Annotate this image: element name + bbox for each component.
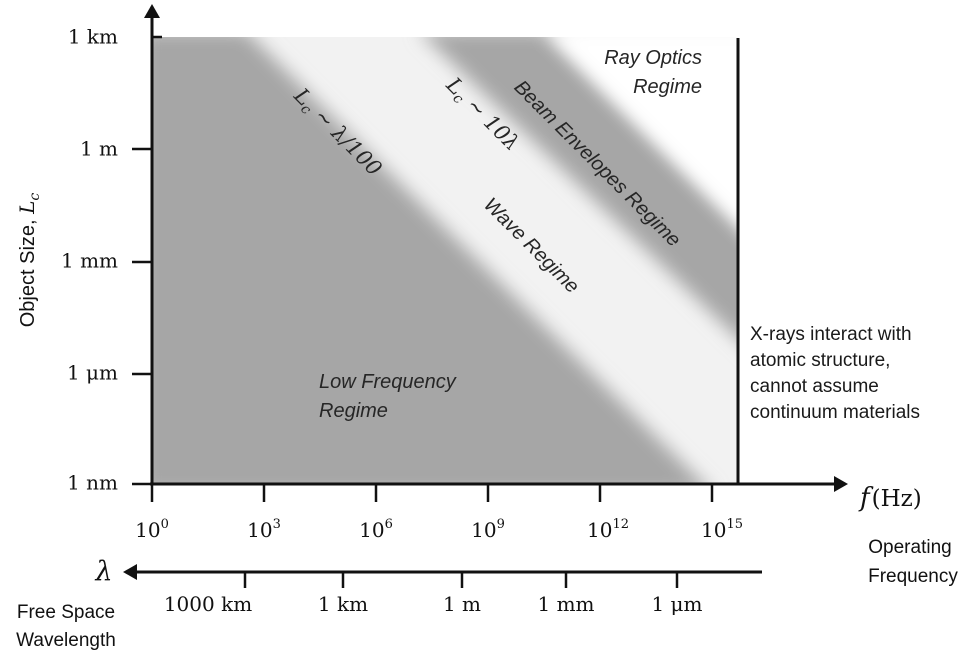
regime-bands <box>152 37 738 483</box>
wavelength-tick-label: 1 m <box>443 592 481 616</box>
wavelength-tick-label: 1 mm <box>537 592 594 616</box>
x-ticks <box>150 484 714 502</box>
x-tick-label: 109 <box>471 517 505 542</box>
xray-note-line: X-rays interact with <box>750 324 912 345</box>
y-tick-label: 1 mm <box>61 249 118 273</box>
y-ticks <box>132 35 162 486</box>
low-frequency-label-line2: Regime <box>319 400 388 422</box>
ray-optics-region-fill <box>552 37 738 223</box>
wavelength-symbol: λ <box>94 556 112 587</box>
x-axis-title: f(Hz) <box>858 483 922 513</box>
wavelength-tick-labels: 1000 km 1 km 1 m 1 mm 1 μm <box>164 592 703 616</box>
y-tick-label: 1 μm <box>67 361 118 385</box>
y-tick-label: 1 km <box>68 25 118 49</box>
y-axis-arrowhead <box>144 4 160 18</box>
beam-envelopes-region-fill <box>425 37 738 339</box>
wavelength-ticks <box>243 572 679 588</box>
x-tick-label: 106 <box>359 517 393 542</box>
y-tick-label: 1 m <box>80 137 118 161</box>
xray-note-line: continuum materials <box>750 402 921 423</box>
wavelength-tick-label: 1 μm <box>651 592 702 616</box>
y-tick-label: 1 nm <box>67 471 118 495</box>
xray-note-line: atomic structure, <box>750 350 891 371</box>
wavelength-tick-label: 1000 km <box>164 592 252 616</box>
xray-note: X-rays interact with atomic structure, c… <box>750 322 920 426</box>
ray-optics-label-line1: Ray Optics <box>604 47 702 69</box>
x-tick-label: 103 <box>247 517 281 542</box>
wavelength-caption-line2: Wavelength <box>16 630 116 651</box>
wavelength-axis-arrowhead <box>123 564 137 580</box>
x-axis-caption-line1: Operating <box>868 537 951 558</box>
y-tick-labels: 1 km 1 m 1 mm 1 μm 1 nm <box>61 25 118 495</box>
xray-note-line: cannot assume <box>750 376 879 397</box>
x-axis-caption-line2: Frequency <box>868 566 958 587</box>
low-frequency-label-line1: Low Frequency <box>319 371 457 393</box>
wavelength-tick-label: 1 km <box>318 592 368 616</box>
wavelength-caption-line1: Free Space <box>17 602 115 623</box>
x-tick-label: 100 <box>135 517 169 542</box>
x-tick-labels: 100 103 106 109 1012 1015 <box>135 517 743 542</box>
ray-optics-label-line2: Regime <box>633 76 702 98</box>
x-tick-label: 1015 <box>701 517 743 542</box>
y-axis-title: Object Size, Lc <box>15 193 43 328</box>
low-frequency-region-fill <box>152 37 703 483</box>
x-axis-arrowhead <box>834 476 848 492</box>
x-tick-label: 1012 <box>587 517 629 542</box>
